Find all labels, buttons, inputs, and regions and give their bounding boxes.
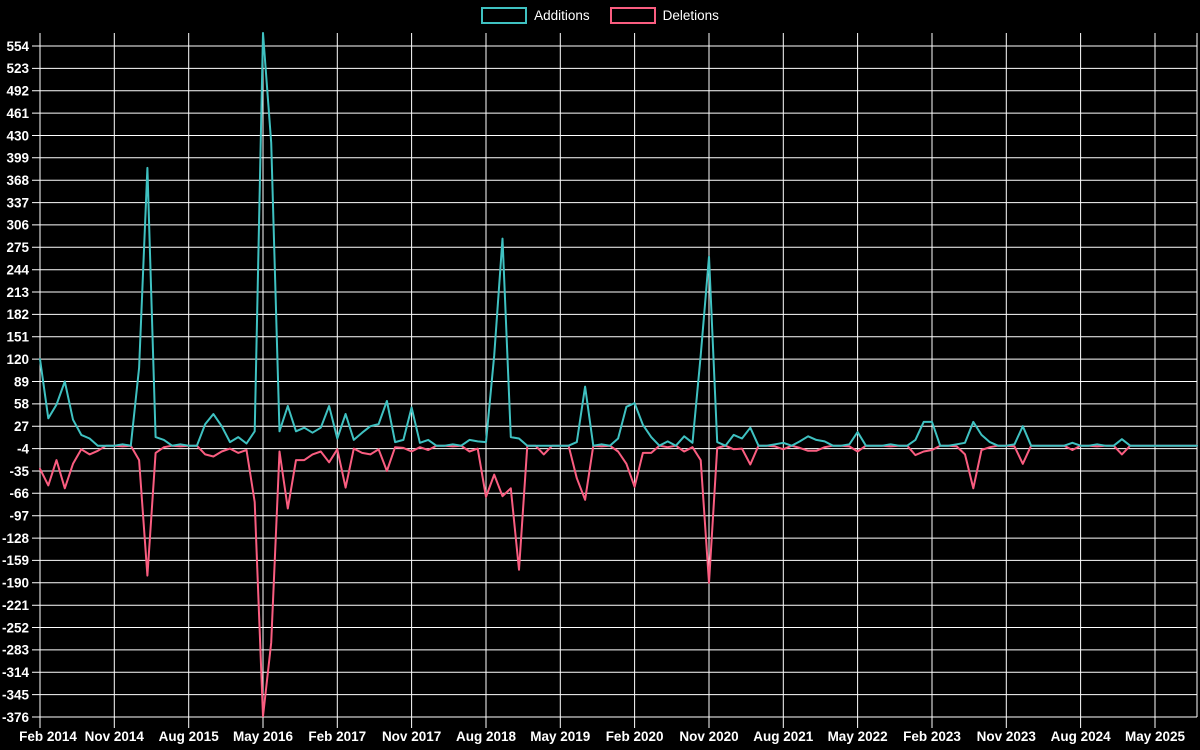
- y-axis-label: 430: [6, 128, 29, 143]
- y-axis-label: 182: [6, 307, 29, 322]
- y-axis-label: 89: [14, 374, 29, 389]
- y-axis-label: 275: [6, 240, 29, 255]
- x-axis-label: Aug 2024: [1051, 729, 1112, 744]
- y-axis-label: 151: [6, 330, 29, 345]
- y-axis-label: 244: [6, 263, 29, 278]
- x-axis-label: Feb 2017: [308, 729, 366, 744]
- x-axis-labels: Feb 2014 Nov 2014 Aug 2015 May 2016 Feb 2017…: [19, 729, 1185, 744]
- x-axis-label: Feb 2020: [606, 729, 664, 744]
- x-axis-label: May 2025: [1125, 729, 1186, 744]
- deletions-line: [39, 444, 1198, 718]
- y-axis-label: 337: [6, 195, 29, 210]
- chart-legend: Additions Deletions: [0, 7, 1200, 24]
- x-axis-label: Aug 2018: [456, 729, 517, 744]
- additions-swatch-icon: [481, 7, 528, 24]
- y-axis-label: 58: [14, 397, 30, 412]
- gridlines: [32, 33, 1198, 728]
- y-axis-label: -252: [2, 620, 29, 635]
- y-axis-label: 306: [6, 218, 29, 233]
- legend-item-additions[interactable]: Additions: [481, 7, 590, 24]
- x-axis-label: Aug 2021: [753, 729, 814, 744]
- y-axis-label: 523: [6, 61, 29, 76]
- y-axis-label: 554: [6, 39, 29, 54]
- x-axis-label: May 2016: [233, 729, 294, 744]
- y-axis-label: 368: [6, 173, 29, 188]
- y-axis-label: -221: [2, 598, 30, 613]
- legend-item-deletions[interactable]: Deletions: [609, 7, 719, 24]
- y-axis-label: -159: [2, 553, 29, 568]
- y-axis-label: -66: [9, 486, 29, 501]
- y-axis-label: -128: [2, 531, 30, 546]
- deletions-legend-label: Deletions: [662, 8, 719, 23]
- y-axis-label: -35: [9, 464, 29, 479]
- x-axis-label: Nov 2020: [679, 729, 738, 744]
- x-axis-label: Feb 2023: [903, 729, 961, 744]
- x-axis-label: May 2019: [530, 729, 590, 744]
- x-axis-label: Feb 2014: [19, 729, 77, 744]
- y-axis-label: -314: [2, 665, 30, 680]
- y-axis-label: 120: [6, 352, 29, 367]
- x-axis-label: Nov 2023: [977, 729, 1037, 744]
- deletions-swatch-icon: [609, 7, 656, 24]
- y-axis-label: -190: [2, 576, 29, 591]
- y-axis-label: -345: [2, 687, 30, 702]
- y-axis-label: 399: [6, 151, 29, 166]
- x-axis-label: Nov 2014: [85, 729, 145, 744]
- y-axis-label: -97: [9, 509, 29, 524]
- y-axis-label: 27: [14, 419, 29, 434]
- x-axis-label: Aug 2015: [159, 729, 220, 744]
- y-axis-labels: 554 523 492 461 430 399 368 337 306 275 244 213 182 1…: [2, 39, 30, 725]
- y-axis-label: -4: [17, 441, 29, 456]
- x-axis-label: May 2022: [828, 729, 888, 744]
- y-axis-label: 492: [6, 84, 29, 99]
- additions-line: [39, 32, 1198, 447]
- y-axis-label: 461: [6, 106, 29, 121]
- y-axis-label: -283: [2, 643, 30, 658]
- y-axis-label: -376: [2, 710, 30, 725]
- x-axis-label: Nov 2017: [382, 729, 441, 744]
- y-axis-label: 213: [6, 285, 29, 300]
- additions-legend-label: Additions: [534, 8, 590, 23]
